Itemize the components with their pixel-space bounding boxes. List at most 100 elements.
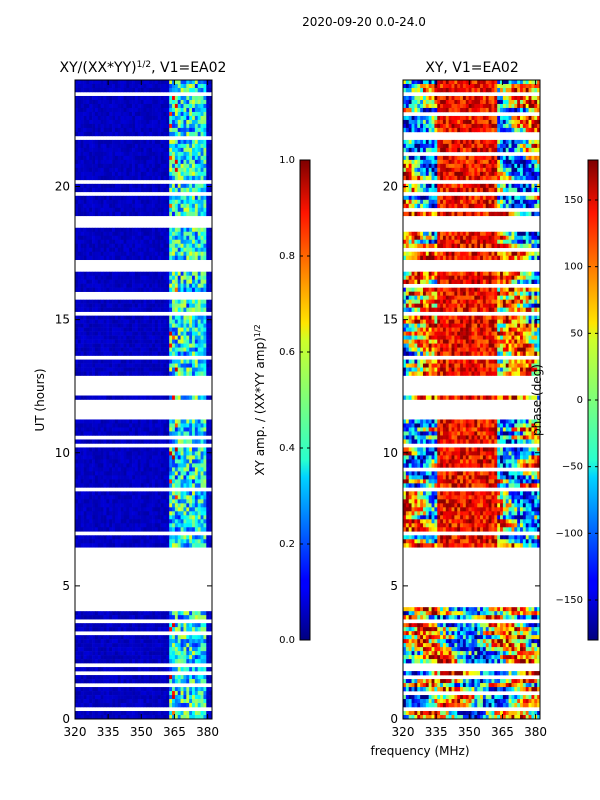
heatmap-cell bbox=[169, 203, 173, 209]
heatmap-cell bbox=[186, 659, 190, 664]
heatmap-cell bbox=[172, 479, 176, 484]
heatmap-cell bbox=[140, 339, 144, 344]
heatmap-cell bbox=[94, 343, 99, 348]
heatmap-cell bbox=[166, 199, 170, 205]
heatmap-cell bbox=[92, 363, 96, 368]
heatmap-cell bbox=[154, 523, 159, 528]
heatmap-cell bbox=[106, 127, 110, 133]
heatmap-cell bbox=[106, 227, 110, 233]
heatmap-cell bbox=[154, 479, 159, 484]
heatmap-cell bbox=[169, 371, 173, 376]
heatmap-cell bbox=[160, 467, 164, 472]
heatmap-cell bbox=[80, 327, 84, 332]
heatmap-cell bbox=[189, 151, 193, 157]
heatmap-cell bbox=[206, 287, 210, 292]
heatmap-cell bbox=[197, 651, 201, 656]
heatmap-cell bbox=[186, 319, 190, 324]
heatmap-cell bbox=[126, 211, 130, 217]
heatmap-cell bbox=[194, 203, 199, 209]
heatmap-cell bbox=[94, 103, 99, 109]
heatmap-cell bbox=[89, 327, 93, 332]
heatmap-cell bbox=[83, 423, 87, 428]
heatmap-cell bbox=[100, 299, 104, 304]
heatmap-cell bbox=[177, 419, 181, 424]
heatmap-cell bbox=[77, 123, 81, 129]
heatmap-cell bbox=[106, 275, 110, 280]
heatmap-cell bbox=[194, 655, 199, 660]
heatmap-cell bbox=[114, 503, 119, 508]
heatmap-cell bbox=[97, 495, 101, 500]
heatmap-cell bbox=[80, 331, 84, 336]
heatmap-cell bbox=[166, 159, 170, 165]
heatmap-cell bbox=[186, 159, 190, 165]
heatmap-cell bbox=[75, 611, 79, 616]
heatmap-cell bbox=[92, 471, 96, 476]
heatmap-cell bbox=[183, 515, 187, 520]
heatmap-cell bbox=[132, 539, 136, 544]
heatmap-cell bbox=[94, 687, 99, 692]
heatmap-cell bbox=[134, 235, 139, 241]
heatmap-cell bbox=[152, 247, 156, 253]
heatmap-cell bbox=[132, 299, 136, 304]
heatmap-cell bbox=[177, 203, 181, 209]
heatmap-cell bbox=[186, 299, 190, 304]
heatmap-cell bbox=[169, 151, 173, 157]
heatmap-cell bbox=[75, 691, 79, 696]
heatmap-cell bbox=[149, 207, 153, 213]
heatmap-cell bbox=[92, 107, 96, 113]
heatmap-cell bbox=[146, 363, 150, 368]
heatmap-cell bbox=[94, 80, 99, 85]
heatmap-cell bbox=[160, 287, 164, 292]
heatmap-cell bbox=[169, 655, 173, 660]
heatmap-cell bbox=[152, 643, 156, 648]
heatmap-cell bbox=[100, 287, 104, 292]
heatmap-cell bbox=[197, 203, 201, 209]
heatmap-cell bbox=[103, 167, 107, 173]
heatmap-cell bbox=[92, 323, 96, 328]
heatmap-cell bbox=[140, 231, 144, 237]
heatmap-cell bbox=[106, 243, 110, 249]
heatmap-cell bbox=[92, 519, 96, 524]
heatmap-cell bbox=[114, 451, 119, 456]
heatmap-cell bbox=[77, 427, 81, 432]
heatmap-cell bbox=[120, 243, 124, 249]
heatmap-cell bbox=[160, 627, 164, 632]
heatmap-cell bbox=[157, 235, 161, 241]
heatmap-cell bbox=[123, 211, 127, 217]
heatmap-cell bbox=[86, 463, 90, 468]
heatmap-cell bbox=[172, 207, 176, 213]
heatmap-cell bbox=[123, 503, 127, 508]
heatmap-cell bbox=[186, 315, 190, 320]
heatmap-cell bbox=[92, 455, 96, 460]
heatmap-cell bbox=[83, 507, 87, 512]
heatmap-cell bbox=[146, 343, 150, 348]
heatmap-cell bbox=[89, 103, 93, 109]
heatmap-cell bbox=[183, 519, 187, 524]
heatmap-cell bbox=[94, 463, 99, 468]
heatmap-cell bbox=[189, 255, 193, 261]
heatmap-cell bbox=[160, 307, 164, 312]
heatmap-cell bbox=[112, 335, 116, 340]
heatmap-cell bbox=[192, 455, 196, 460]
heatmap-cell bbox=[149, 167, 153, 173]
heatmap-cell bbox=[146, 103, 150, 109]
heatmap-cell bbox=[209, 523, 213, 528]
heatmap-cell bbox=[194, 475, 199, 480]
heatmap-cell bbox=[86, 363, 90, 368]
heatmap-cell bbox=[143, 87, 147, 93]
heatmap-cell bbox=[92, 80, 96, 85]
heatmap-cell bbox=[149, 83, 153, 89]
heatmap-cell bbox=[129, 527, 133, 532]
heatmap-cell bbox=[137, 315, 141, 320]
heatmap-cell bbox=[192, 539, 196, 544]
heatmap-cell bbox=[97, 475, 101, 480]
heatmap-cell bbox=[189, 687, 193, 692]
heatmap-cell bbox=[123, 395, 127, 400]
heatmap-cell bbox=[117, 655, 121, 660]
heatmap-cell bbox=[106, 139, 110, 145]
heatmap-cell bbox=[112, 451, 116, 456]
heatmap-cell bbox=[103, 343, 107, 348]
heatmap-cell bbox=[89, 211, 93, 217]
heatmap-cell bbox=[80, 367, 84, 372]
heatmap-cell bbox=[140, 515, 144, 520]
